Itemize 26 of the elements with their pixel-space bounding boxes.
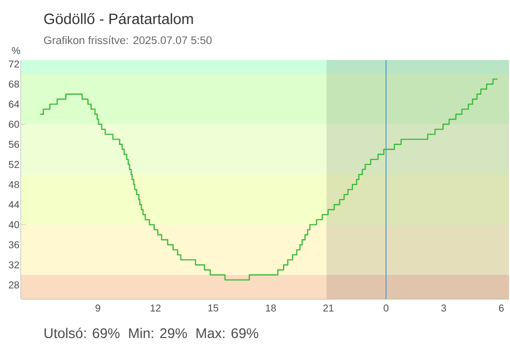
- y-tick-label: 56: [8, 140, 20, 148]
- x-tick-label: 9: [96, 304, 100, 312]
- y-tick-label: 64: [8, 100, 20, 108]
- y-tick-label: 36: [8, 241, 20, 248]
- y-tick-label: 52: [8, 160, 19, 168]
- y-axis-title: %: [12, 47, 20, 54]
- x-tick-label: 0: [384, 304, 388, 312]
- text: Utolsó: 69%: [44, 328, 120, 338]
- y-tick-label: 28: [8, 281, 20, 288]
- y-tick-label: 32: [8, 261, 19, 268]
- y-tick-label: 72: [8, 60, 19, 68]
- y-tick-label: 44: [8, 201, 20, 208]
- x-tick-label: 21: [323, 304, 334, 312]
- y-tick-label: 60: [8, 120, 20, 128]
- chart-subtitle: Grafikon frissítve: 2025.07.07 5:50: [44, 36, 212, 44]
- x-tick-label: 12: [150, 304, 161, 312]
- y-tick-label: 40: [8, 221, 20, 228]
- x-tick-label: 15: [208, 304, 218, 312]
- text: Max: 69%: [196, 328, 258, 338]
- y-tick-label: 68: [8, 80, 20, 88]
- y-tick-label: 48: [8, 180, 20, 188]
- chart-title: Gödöllő - Páratartalom: [44, 12, 193, 24]
- x-tick-label: 18: [266, 304, 276, 312]
- x-tick-label: 3: [441, 304, 446, 312]
- text: Min: 29%: [129, 328, 187, 338]
- x-tick-label: 6: [499, 304, 504, 312]
